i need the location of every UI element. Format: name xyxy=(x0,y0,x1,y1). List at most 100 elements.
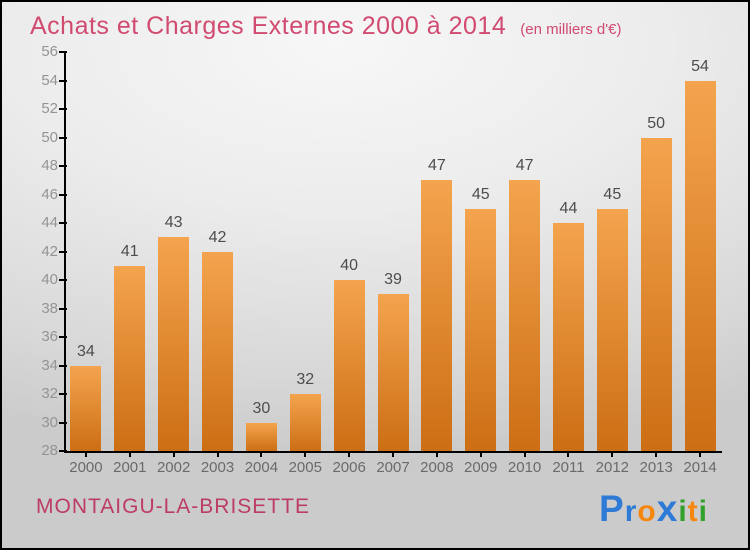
ytick-mark-42 xyxy=(59,250,67,253)
ytick-mark-46 xyxy=(59,193,67,196)
ytick-label-36: 36 xyxy=(41,328,58,345)
bar-2004 xyxy=(245,422,277,451)
xtick-mark-2007 xyxy=(392,451,394,457)
bar-value-2009: 45 xyxy=(471,185,490,203)
bar-value-2007: 39 xyxy=(384,271,402,289)
bar-value-2004: 30 xyxy=(252,399,271,417)
year-label-2014: 2014 xyxy=(683,459,717,476)
logo-letter-1: r xyxy=(624,495,638,528)
bar-2005 xyxy=(289,394,321,451)
bar-2009 xyxy=(465,208,497,451)
bar-2012 xyxy=(596,208,628,451)
chart-subtitle: (en milliers d'€) xyxy=(520,21,622,38)
footer-location: MONTAIGU-LA-BRISETTE xyxy=(36,495,310,518)
xtick-mark-2000 xyxy=(84,451,87,457)
bar-value-2005: 32 xyxy=(296,371,315,388)
ytick-mark-56 xyxy=(59,51,67,53)
logo-letter-5: t xyxy=(687,495,699,528)
ytick-mark-32 xyxy=(59,393,67,395)
logo-letter-3: x xyxy=(656,488,679,529)
bar-value-2001: 41 xyxy=(120,242,139,260)
year-label-2005: 2005 xyxy=(288,459,322,476)
logo-letter-0: P xyxy=(599,488,625,529)
ytick-label-56: 56 xyxy=(41,43,58,60)
bar-2010 xyxy=(509,180,541,451)
ytick-label-54: 54 xyxy=(41,71,58,89)
xtick-mark-2006 xyxy=(348,451,351,457)
ytick-label-38: 38 xyxy=(41,299,58,317)
ytick-mark-40 xyxy=(59,279,67,281)
xtick-mark-2002 xyxy=(172,451,175,457)
ytick-mark-52 xyxy=(59,108,67,110)
year-label-2013: 2013 xyxy=(639,459,673,476)
xtick-mark-2004 xyxy=(260,451,263,457)
ytick-label-34: 34 xyxy=(41,356,58,374)
bar-2007 xyxy=(377,294,409,451)
year-label-2002: 2002 xyxy=(156,459,191,476)
bar-2006 xyxy=(333,280,365,451)
xtick-mark-2014 xyxy=(699,451,702,457)
year-label-2012: 2012 xyxy=(595,459,630,476)
ytick-label-46: 46 xyxy=(41,185,58,203)
ytick-label-40: 40 xyxy=(41,271,58,288)
year-label-2009: 2009 xyxy=(464,459,498,476)
ytick-label-48: 48 xyxy=(41,157,58,174)
ytick-label-30: 30 xyxy=(41,413,58,431)
xtick-mark-2013 xyxy=(655,451,658,457)
proxiti-logo: Proxiti xyxy=(599,488,708,530)
ytick-label-28: 28 xyxy=(41,442,58,459)
logo-letter-2: o xyxy=(637,495,657,528)
bar-2003 xyxy=(202,251,234,451)
ytick-mark-50 xyxy=(59,136,67,139)
bar-2011 xyxy=(552,223,584,451)
ytick-mark-30 xyxy=(59,421,67,424)
ytick-label-42: 42 xyxy=(41,242,58,260)
bar-2002 xyxy=(158,237,190,451)
year-label-2006: 2006 xyxy=(332,459,366,476)
bar-2008 xyxy=(421,180,453,451)
year-label-2007: 2007 xyxy=(376,459,410,476)
bar-2013 xyxy=(640,137,672,451)
year-label-2008: 2008 xyxy=(420,459,454,476)
xtick-mark-2010 xyxy=(523,451,526,457)
bar-value-2003: 42 xyxy=(208,228,227,246)
ytick-mark-38 xyxy=(59,307,67,310)
ytick-mark-48 xyxy=(59,165,67,167)
ytick-mark-44 xyxy=(59,222,67,224)
ytick-mark-28 xyxy=(59,450,67,452)
year-label-2000: 2000 xyxy=(69,459,103,476)
bar-2014 xyxy=(684,80,716,451)
xtick-mark-2008 xyxy=(435,451,438,457)
ytick-label-50: 50 xyxy=(41,128,58,146)
xtick-mark-2012 xyxy=(611,451,614,457)
ytick-label-32: 32 xyxy=(41,385,58,402)
bar-value-2008: 47 xyxy=(427,157,446,175)
xtick-mark-2001 xyxy=(128,451,131,457)
bar-value-2006: 40 xyxy=(340,257,359,274)
xtick-mark-2005 xyxy=(304,451,307,457)
bar-2001 xyxy=(114,265,146,451)
bar-value-2013: 50 xyxy=(647,114,666,132)
bar-value-2010: 47 xyxy=(515,157,534,175)
logo-letter-6: i xyxy=(698,495,708,528)
ytick-mark-54 xyxy=(59,79,67,82)
ytick-label-44: 44 xyxy=(41,214,58,231)
year-label-2010: 2010 xyxy=(507,459,542,476)
bar-value-2011: 44 xyxy=(559,200,578,217)
bar-value-2000: 34 xyxy=(77,342,95,360)
bar-value-2012: 45 xyxy=(603,185,622,203)
year-label-2011: 2011 xyxy=(552,459,585,476)
year-label-2001: 2001 xyxy=(113,459,147,476)
year-label-2003: 2003 xyxy=(200,459,235,476)
xtick-mark-2011 xyxy=(567,451,570,457)
ytick-mark-36 xyxy=(59,336,67,338)
chart-title: Achats et Charges Externes 2000 à 2014 xyxy=(30,12,507,40)
year-label-2004: 2004 xyxy=(244,459,279,476)
bar-value-2014: 54 xyxy=(691,57,709,75)
xtick-mark-2009 xyxy=(479,451,482,457)
bar-2000 xyxy=(70,365,102,451)
ytick-label-52: 52 xyxy=(41,100,58,117)
bar-value-2002: 43 xyxy=(164,214,183,232)
xtick-mark-2003 xyxy=(216,451,219,457)
